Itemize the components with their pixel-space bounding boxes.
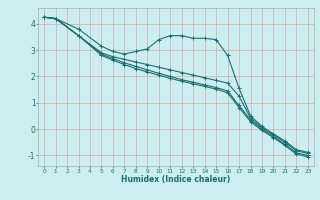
X-axis label: Humidex (Indice chaleur): Humidex (Indice chaleur) <box>121 175 231 184</box>
